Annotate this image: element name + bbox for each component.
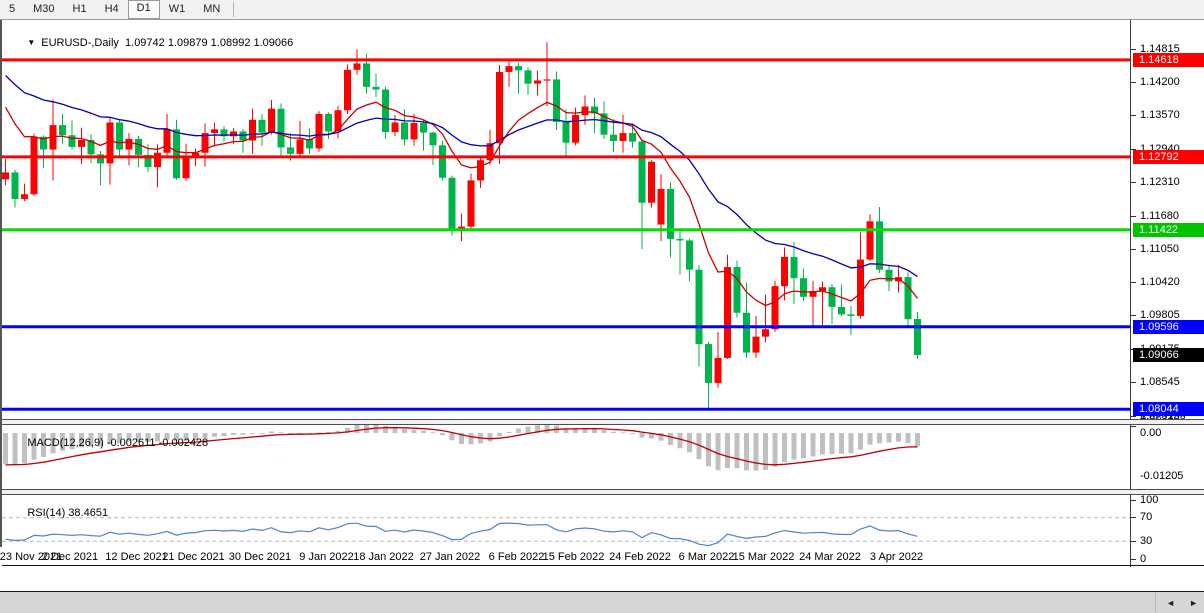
date-axis-label: 24 Mar 2022 <box>799 551 861 563</box>
date-axis-label: 23 Nov 2021 <box>0 551 63 563</box>
macd-label: MACD(12,26,9) -0.002611 -0.002428 <box>27 437 209 449</box>
price-tick <box>1131 215 1136 217</box>
ohlc-low: 1.08992 <box>210 37 251 49</box>
tab-scroll-controls: ◄ ► <box>1155 592 1198 613</box>
current-price-badge: 1.09066 <box>1133 347 1204 362</box>
price-tick <box>1131 115 1136 117</box>
date-axis-label: 27 Jan 2022 <box>419 551 481 563</box>
date-axis-label: 6 Feb 2022 <box>488 551 545 563</box>
ohlc-open: 1.09742 <box>125 37 165 49</box>
price-line-badge: 1.14618 <box>1133 52 1204 67</box>
tab-scroll-right-icon[interactable]: ► <box>1189 597 1198 608</box>
date-axis-label: 9 Jan 2022 <box>299 551 354 563</box>
timeframe-m30-button[interactable]: M30 <box>33 3 55 15</box>
rsi-tick <box>1131 499 1136 501</box>
price-tick-label: 1.12310 <box>1140 176 1180 189</box>
timeframe-h4-button[interactable]: H4 <box>104 3 119 15</box>
date-axis-label: 15 Feb 2022 <box>542 551 605 563</box>
rsi-axis-label: 30 <box>1140 534 1153 547</box>
rsi-canvas[interactable] <box>2 493 1130 565</box>
price-chart-canvas[interactable] <box>2 20 1130 419</box>
rsi-splitter[interactable] <box>2 489 1204 495</box>
price-tick-label: 1.14200 <box>1140 75 1180 88</box>
price-tick-label: 1.10420 <box>1140 276 1180 289</box>
chart-window[interactable]: ▼ EURUSD-,Daily 1.09742 1.09879 1.08992 1… <box>0 20 1204 567</box>
price-line-badge: 1.08044 <box>1133 402 1204 417</box>
price-tick-label: 1.14815 <box>1140 42 1180 55</box>
chart-bottom-border <box>2 565 1204 566</box>
price-axis[interactable]: 1.14815 1.14200 1.13570 1.12940 1.12310 1.116… <box>1130 20 1204 567</box>
macd-axis-label: -0.01205 <box>1140 469 1184 482</box>
price-tick <box>1131 48 1136 50</box>
price-tick-label: 1.08545 <box>1140 376 1180 389</box>
price-line-badge: 1.12792 <box>1133 149 1204 164</box>
toolbar-separator <box>233 2 235 17</box>
price-tick-label: 1.11680 <box>1140 209 1179 222</box>
date-axis-label: 15 Mar 2022 <box>732 551 795 563</box>
price-tick <box>1131 382 1136 384</box>
chart-symbol-label: EURUSD-,Daily <box>41 37 119 49</box>
date-axis-label: 18 Jan 2022 <box>353 551 414 563</box>
price-tick <box>1131 315 1136 317</box>
price-tick <box>1131 81 1136 83</box>
price-tick <box>1131 282 1136 284</box>
symbol-tab-bar: ◄ ► <box>0 591 1204 613</box>
rsi-axis-label: 100 <box>1140 493 1159 506</box>
date-axis-label: 12 Dec 2021 <box>105 551 168 563</box>
rsi-axis-label: 70 <box>1140 511 1153 524</box>
rsi-label: RSI(14) 38.4651 <box>27 507 109 519</box>
macd-splitter[interactable] <box>2 419 1204 425</box>
rsi-axis-label: 0 <box>1140 552 1147 565</box>
date-axis-label: 3 Apr 2022 <box>869 551 924 563</box>
date-axis-label: 21 Dec 2021 <box>162 551 225 563</box>
price-tick <box>1131 248 1136 250</box>
price-tick-label: 1.11050 <box>1140 242 1179 255</box>
timeframe-d1-button[interactable]: D1 <box>127 0 160 19</box>
timeframe-mn-button[interactable]: MN <box>203 3 221 15</box>
price-tick-label: 1.13570 <box>1140 109 1180 122</box>
timeframe-toolbar: 5 M30 H1 H4 D1 W1 MN <box>0 0 1204 20</box>
tab-scroll-left-icon[interactable]: ◄ <box>1166 597 1176 608</box>
date-axis-label: 24 Feb 2022 <box>609 551 671 563</box>
timeframe-5-button[interactable]: 5 <box>9 3 16 15</box>
price-tick <box>1131 182 1136 184</box>
price-tick <box>1131 148 1136 150</box>
date-axis-label: 2 Dec 2021 <box>41 551 99 563</box>
rsi-tick <box>1131 517 1136 519</box>
price-tick-label: 1.09805 <box>1140 309 1180 322</box>
rsi-tick <box>1131 558 1136 560</box>
chart-dropdown-icon: ▼ <box>27 38 36 47</box>
timeframe-w1-button[interactable]: W1 <box>168 3 186 15</box>
timeframe-h1-button[interactable]: H1 <box>72 3 87 15</box>
price-line-badge: 1.09596 <box>1133 319 1204 334</box>
date-axis[interactable]: 23 Nov 2021 2 Dec 2021 12 Dec 2021 21 Dec 2… <box>0 547 1204 571</box>
chart-legend: ▼ EURUSD-,Daily 1.09742 1.09879 1.08992 1… <box>9 25 293 61</box>
price-line-badge: 1.11422 <box>1133 222 1204 237</box>
date-axis-label: 6 Mar 2022 <box>678 551 735 563</box>
ohlc-close: 1.09066 <box>253 37 294 49</box>
date-axis-label: 30 Dec 2021 <box>228 551 292 563</box>
macd-tick <box>1131 426 1136 427</box>
macd-canvas[interactable] <box>2 423 1130 489</box>
macd-axis-label: 0.00 <box>1140 426 1162 439</box>
rsi-tick <box>1131 540 1136 542</box>
ohlc-high: 1.09879 <box>167 37 208 49</box>
